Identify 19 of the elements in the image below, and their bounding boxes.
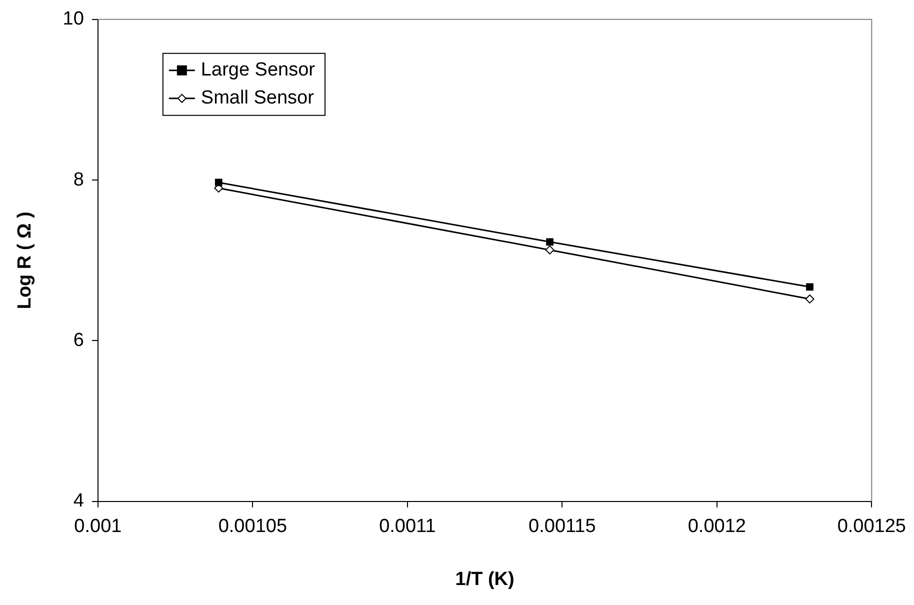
point <box>806 283 814 291</box>
point <box>805 294 814 304</box>
y-tick-label: 4 <box>73 490 84 512</box>
point <box>545 245 554 254</box>
x-tick-label: 0.00125 <box>837 516 906 538</box>
x-tick-label: 0.00115 <box>528 516 596 538</box>
y-axis-title: Log R ( Ω ) <box>14 212 36 310</box>
legend-label: Large Sensor <box>200 60 316 81</box>
x-tick-label: 0.00105 <box>218 516 288 538</box>
y-tick-label: 10 <box>62 8 84 30</box>
x-tick-label: 0.0011 <box>379 516 436 538</box>
point <box>214 178 222 186</box>
x-axis-title: 1/T (K) <box>455 568 514 590</box>
x-tick-label: 0.0012 <box>688 516 746 538</box>
legend-label: Small Sensor <box>200 88 315 109</box>
y-tick-label: 8 <box>73 169 84 190</box>
x-tick-label: 0.001 <box>74 516 122 538</box>
point <box>546 238 554 246</box>
y-tick-label: 6 <box>73 330 84 351</box>
